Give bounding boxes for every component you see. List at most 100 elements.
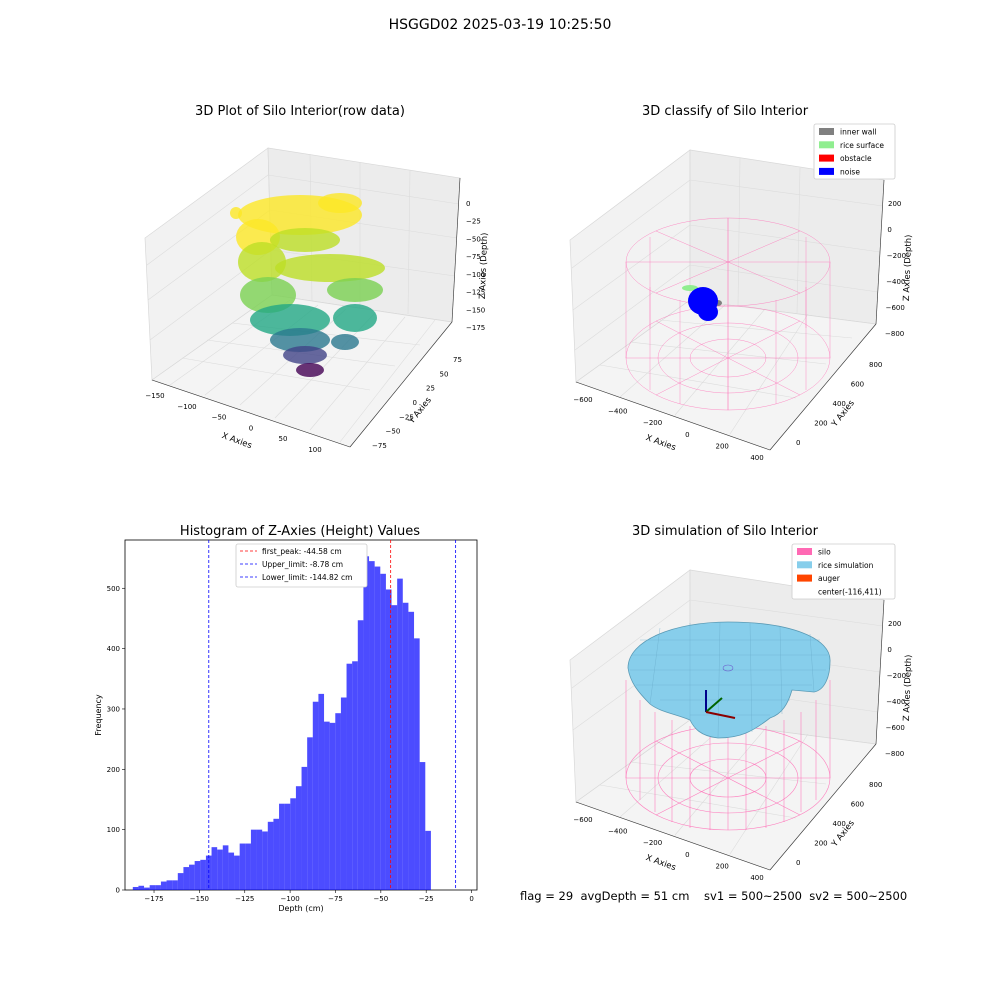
raw-x-tick-label: −150 (145, 392, 164, 400)
histogram-bar (312, 701, 319, 890)
histogram-bar (329, 722, 336, 890)
raw-z-tick-label: −100 (466, 271, 485, 279)
classify-rice-surface-points (682, 285, 698, 291)
sim-z-tick-label: −800 (885, 750, 904, 758)
sim-y-tick-label: 200 (814, 840, 827, 848)
histogram-x-tick-label: −25 (419, 895, 434, 903)
sim-y-axis-line (769, 743, 877, 871)
histogram-legend-entry: Upper_limit: -8.78 cm (262, 560, 343, 569)
classify-legend-swatch (819, 141, 834, 149)
histogram-bar (346, 663, 353, 890)
sim-y-tick-label: 0 (796, 859, 800, 867)
sim-z-tick-label: −200 (887, 672, 906, 680)
sim-silo-wireframe (625, 680, 831, 831)
classify-z-tick-label: −400 (886, 278, 905, 286)
sim-x-label: X Axies (644, 853, 677, 873)
histogram-bar (149, 885, 156, 890)
classify-legend-entry: noise (840, 167, 860, 176)
classify-3d-plot: −600 −400 −200 0 200 400 0 200 400 600 800 200 0 −2… (569, 123, 914, 462)
histogram-bar (132, 886, 139, 890)
raw-y-label: Y Axies (406, 395, 434, 427)
histogram-bar (369, 561, 375, 890)
classify-z-tick-label: −200 (887, 252, 906, 260)
classify-x-tick-label: −200 (643, 419, 662, 427)
histogram-y-tick-label: 400 (107, 645, 120, 653)
classify-y-ticks: 0 200 400 600 800 (796, 361, 882, 447)
raw-x-axis-line (151, 379, 351, 448)
classify-y-tick-label: 200 (814, 420, 827, 428)
status-line: flag = 29 avgDepth = 51 cm sv1 = 500~250… (520, 889, 908, 903)
raw-z-tick-label: −175 (466, 324, 485, 332)
histogram-y-tick-label: 100 (107, 826, 120, 834)
sim-x-tick-label: 400 (750, 874, 763, 882)
histogram-bar (200, 859, 206, 890)
histogram-bar (222, 845, 229, 890)
classify-legend-swatch (819, 167, 834, 175)
classify-x-tick-label: 0 (685, 431, 689, 439)
histogram-bar (318, 693, 325, 890)
sim-z-axis-line (875, 599, 885, 745)
histogram-bar (380, 573, 386, 890)
histogram-bar (290, 798, 296, 890)
raw-points-mid (250, 304, 377, 336)
classify-y-tick-label: 800 (869, 361, 882, 369)
simulation-legend: silo rice simulation auger center(-116,411) (791, 543, 896, 600)
histogram-bar (324, 721, 330, 890)
histogram-bar (250, 829, 257, 890)
raw-y-tick-label: 0 (413, 399, 417, 407)
histogram-bar (177, 873, 184, 890)
histogram-bar (166, 880, 173, 890)
classify-x-tick-label: 200 (716, 442, 729, 450)
raw-panel-title: 3D Plot of Silo Interior(row data) (195, 104, 405, 119)
histogram-bars (132, 556, 431, 890)
histogram-y-label: Frequency (94, 694, 103, 736)
classify-silo-wireframe (625, 217, 831, 411)
raw-z-tick-label: −150 (466, 306, 485, 314)
raw-points-lower (270, 328, 359, 352)
classify-y-axis-line (769, 323, 877, 451)
sim-z-tick-label: 200 (888, 620, 901, 628)
raw-points-bottom (296, 363, 324, 377)
histogram-bar (391, 605, 398, 890)
histogram-bar (301, 766, 308, 890)
sim-x-axis-line (575, 801, 771, 871)
classify-y-tick-label: 600 (851, 381, 864, 389)
sim-y-tick-label: 600 (851, 801, 864, 809)
classify-legend: inner wall rice surface obstacle noise (813, 123, 896, 180)
histogram-bar (340, 697, 347, 890)
raw-z-tick-label: −25 (466, 218, 481, 226)
histogram-bar (352, 661, 358, 890)
simulation-legend-swatch (797, 561, 812, 569)
raw-z-tick-label: −50 (466, 235, 481, 243)
classify-z-tick-label: 0 (887, 226, 891, 234)
raw-z-tick-label: −125 (466, 289, 485, 297)
histogram-bar (189, 864, 195, 890)
raw-y-tick-label: 75 (453, 356, 462, 364)
raw-x-ticks: −150 −100 −50 0 50 100 (145, 392, 321, 454)
raw-z-tick-label: −75 (466, 253, 481, 261)
histogram-bar (425, 830, 431, 890)
sim-rice-surface (627, 621, 831, 739)
raw-points-mid-upper (240, 277, 383, 313)
raw-points-upper (238, 228, 385, 282)
histogram-y-tick-label: 0 (116, 887, 120, 895)
raw-y-tick-label: −75 (372, 442, 387, 450)
histogram-bar (194, 861, 201, 890)
classify-z-tick-label: 200 (888, 200, 901, 208)
classify-z-label: Z Axies (Depth) (902, 234, 914, 301)
simulation-legend-entry: rice simulation (818, 561, 874, 570)
histogram-legend-entry: Lower_limit: -144.82 cm (262, 573, 352, 582)
histogram-panel-title: Histogram of Z-Axies (Height) Values (179, 524, 421, 539)
histogram-bar (262, 831, 268, 890)
raw-x-label: X Axies (220, 431, 253, 451)
histogram-x-ticks: −175 −150 −125 −100 −75 −50 −25 0 (144, 890, 474, 903)
sim-x-tick-label: −400 (608, 828, 627, 836)
histogram-x-tick-label: −75 (328, 895, 343, 903)
sim-y-ticks: 0 200 400 600 800 (796, 781, 882, 867)
simulation-panel-title: 3D simulation of Silo Interior (632, 524, 818, 539)
histogram-x-label: Depth (cm) (278, 904, 323, 913)
histogram-x-tick-label: −150 (190, 895, 209, 903)
histogram-x-tick-label: −125 (235, 895, 254, 903)
raw-y-tick-label: 25 (426, 385, 435, 393)
histogram-bar (363, 556, 370, 890)
